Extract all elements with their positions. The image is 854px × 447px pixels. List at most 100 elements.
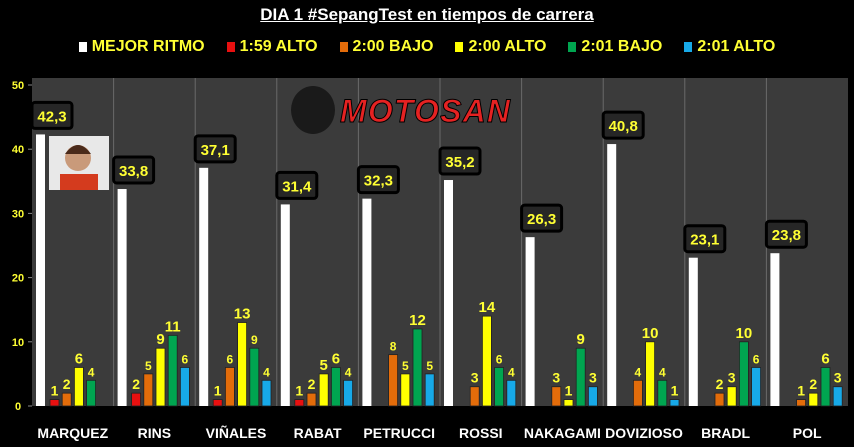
- bar-mejor-ritmo: [770, 253, 780, 406]
- category-label: MARQUEZ: [37, 425, 108, 441]
- bar-mejor-ritmo: [117, 189, 127, 406]
- y-tick-label: 10: [12, 337, 24, 349]
- bar-mejor-ritmo: [444, 180, 453, 406]
- value-label: 2: [716, 376, 724, 392]
- value-label: 9: [251, 333, 258, 347]
- value-box: [356, 165, 400, 195]
- value-label: 3: [552, 370, 560, 386]
- value-label: 4: [508, 365, 515, 379]
- value-label: 5: [145, 359, 152, 373]
- bar-2-00-alto: [645, 341, 655, 407]
- legend-label: 2:01 BAJO: [581, 38, 663, 55]
- category-label: ROSSI: [459, 425, 503, 441]
- bar-2-00-bajo: [796, 399, 806, 407]
- value-label: 32,3: [364, 173, 393, 190]
- bar-2-00-alto: [318, 373, 329, 407]
- bar-2-00-bajo: [551, 386, 562, 407]
- value-label: 4: [88, 365, 95, 379]
- value-label: 6: [821, 350, 829, 367]
- legend-item: 2:00 BAJO: [339, 38, 433, 56]
- legend-swatch: [684, 42, 693, 52]
- value-label: 4: [263, 365, 270, 379]
- legend-item: 2:01 BAJO: [568, 38, 662, 56]
- chart-title: DIA 1 #SepangTest en tiempos de carrera: [260, 5, 594, 24]
- legend-label: 2:00 ALTO: [468, 38, 547, 55]
- value-label: 1: [797, 383, 805, 399]
- bar-2-01-bajo: [249, 347, 260, 407]
- bar-2-01-alto: [832, 386, 843, 407]
- bar-2-01-alto: [506, 379, 517, 407]
- bar-2-00-alto: [563, 399, 574, 407]
- value-label: 2: [809, 376, 817, 392]
- value-box: [520, 203, 564, 233]
- value-label: 31,4: [282, 178, 312, 195]
- bar-1-59-alto: [212, 399, 223, 407]
- bar-2-00-bajo: [306, 392, 317, 407]
- value-label: 5: [426, 359, 433, 373]
- value-box: [30, 100, 74, 130]
- value-label: 3: [589, 370, 597, 386]
- bar-2-01-alto: [751, 367, 761, 407]
- value-label: 23,8: [772, 227, 801, 244]
- bar-mejor-ritmo: [36, 134, 45, 406]
- value-box: [683, 224, 727, 254]
- value-label: 37,1: [201, 142, 230, 159]
- bar-2-01-bajo: [494, 367, 505, 407]
- value-label: 23,1: [690, 232, 719, 249]
- value-label: 3: [834, 370, 842, 386]
- bar-mejor-ritmo: [199, 167, 209, 406]
- category-label: DOVIZIOSO: [605, 425, 683, 441]
- value-box: [438, 146, 482, 176]
- value-box: [601, 110, 645, 140]
- value-label: 8: [390, 340, 397, 354]
- legend-label: 1:59 ALTO: [239, 38, 318, 55]
- bar-2-01-bajo: [575, 347, 586, 407]
- value-label: 4: [635, 365, 642, 379]
- category-label: VIÑALES: [206, 424, 267, 441]
- bar-2-00-bajo: [143, 373, 154, 407]
- legend-swatch: [339, 42, 348, 52]
- value-label: 2: [132, 376, 140, 392]
- bar-1-59-alto: [49, 399, 60, 407]
- bar-2-00-alto: [155, 347, 166, 407]
- y-tick-label: 30: [12, 208, 24, 220]
- value-label: 12: [409, 312, 426, 329]
- value-label: 40,8: [609, 118, 638, 135]
- value-label: 3: [728, 370, 736, 386]
- value-label: 1: [565, 383, 573, 399]
- value-label: 6: [753, 352, 760, 366]
- value-label: 4: [659, 365, 666, 379]
- value-label: 1: [214, 383, 222, 399]
- legend: MEJOR RITMO 1:59 ALTO 2:00 BAJO 2:00 ALTO 2:…: [0, 38, 854, 56]
- shirt: [60, 174, 98, 190]
- value-label: 3: [471, 370, 479, 386]
- bar-mejor-ritmo: [280, 204, 290, 406]
- value-box: [193, 134, 237, 164]
- value-label: 10: [642, 325, 659, 342]
- bar-1-59-alto: [131, 392, 142, 407]
- value-label: 13: [234, 306, 251, 323]
- bar-2-00-bajo: [714, 392, 725, 407]
- bar-2-01-bajo: [657, 379, 668, 407]
- logo-text: MOTOSAN: [340, 93, 511, 129]
- bar-2-01-bajo: [412, 328, 423, 407]
- y-tick-label: 50: [12, 80, 24, 92]
- legend-swatch: [568, 42, 577, 52]
- bar-2-00-bajo: [469, 386, 480, 407]
- value-label: 35,2: [445, 154, 474, 171]
- value-box: [112, 155, 156, 185]
- legend-label: 2:01 ALTO: [697, 38, 776, 55]
- bar-2-00-alto: [726, 386, 737, 407]
- value-box: [275, 170, 319, 200]
- value-label: 33,8: [119, 163, 148, 180]
- category-label: RINS: [138, 425, 171, 441]
- legend-item: 1:59 ALTO: [226, 38, 318, 56]
- bar-2-00-bajo: [388, 354, 399, 407]
- value-label: 6: [332, 350, 340, 367]
- bar-2-01-bajo: [86, 379, 96, 407]
- legend-swatch: [78, 42, 87, 52]
- bar-2-01-alto: [261, 379, 272, 407]
- bar-2-01-alto: [588, 386, 598, 407]
- bar-2-00-bajo: [224, 367, 235, 407]
- bar-2-01-bajo: [330, 367, 341, 407]
